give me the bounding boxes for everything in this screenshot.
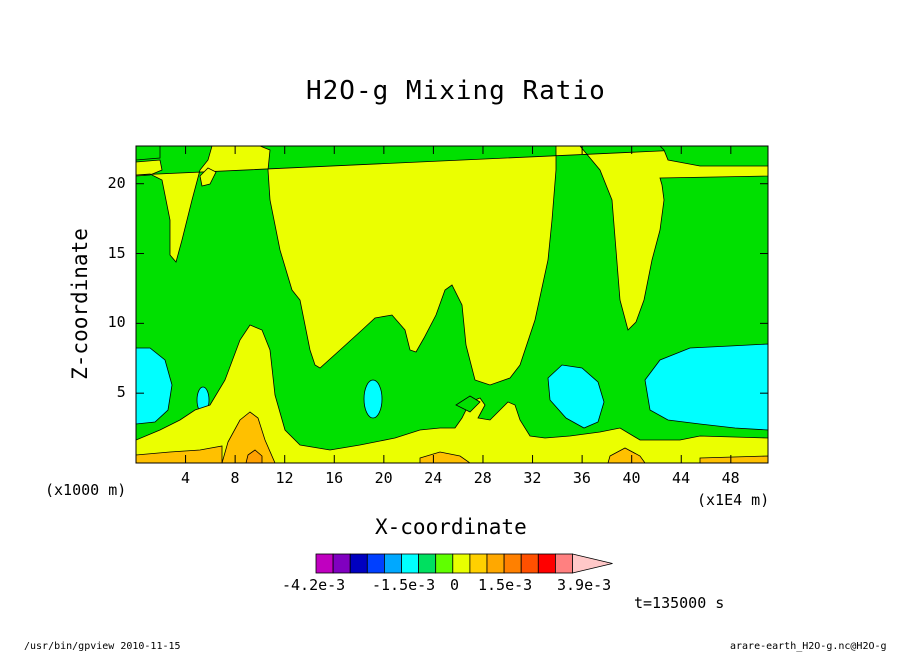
x-unit-label-2: (x1E4 m)	[697, 491, 770, 509]
colorbar-swatch	[520, 553, 539, 574]
colorbar-swatch	[315, 553, 334, 574]
x-tick-label: 28	[473, 469, 492, 487]
colorbar-swatch	[486, 553, 505, 574]
y-tick-label: 5	[116, 383, 126, 402]
field-green-topright	[659, 146, 768, 167]
time-label: t=135000 s	[634, 594, 725, 612]
colorbar-label: 1.5e-3	[478, 576, 533, 594]
contour-field	[136, 146, 768, 463]
field-darkorange	[245, 449, 263, 463]
x-unit-label: (x1000 m)	[45, 481, 127, 499]
colorbar-swatch	[469, 553, 488, 574]
x-tick-label: 48	[721, 469, 740, 487]
field-cyan-left	[136, 347, 173, 425]
colorbar-swatch	[366, 553, 385, 574]
x-tick-label: 16	[325, 469, 344, 487]
colorbar-swatch	[503, 553, 522, 574]
field-yellow-topleft	[136, 159, 163, 177]
colorbar-label: 3.9e-3	[557, 576, 612, 594]
y-axis-label: Z-coordinate	[68, 228, 92, 380]
x-tick-label: 4	[180, 469, 190, 487]
x-tick-label: 40	[622, 469, 641, 487]
field-green-inset	[455, 395, 481, 413]
x-tick-label: 12	[275, 469, 294, 487]
colorbar-label: -4.2e-3	[282, 576, 346, 594]
colorbar	[315, 553, 613, 574]
field-cyan-mid	[363, 379, 383, 419]
field-orange-bottom2	[419, 451, 471, 463]
x-tick-label: 44	[672, 469, 691, 487]
field-cyan-right2	[644, 343, 768, 431]
plot-frame	[135, 145, 769, 464]
colorbar-arrow	[572, 553, 613, 574]
y-tick-label: 10	[107, 313, 126, 332]
colorbar-label: -1.5e-3	[372, 576, 436, 594]
chart-title: H2O-g Mixing Ratio	[306, 76, 606, 106]
colorbar-swatch	[555, 553, 573, 574]
field-yellow-left	[136, 146, 768, 386]
colorbar-swatch	[349, 553, 368, 574]
x-tick-label: 8	[230, 469, 240, 487]
x-ticks	[185, 146, 732, 463]
field-yellow-notch	[199, 167, 217, 187]
x-tick-label: 20	[374, 469, 393, 487]
colorbar-label: 0	[450, 576, 460, 594]
x-tick-label: 36	[572, 469, 591, 487]
field-orange-bottom	[136, 445, 223, 463]
colorbar-swatch	[435, 553, 454, 574]
x-tick-label: 32	[523, 469, 542, 487]
field-green-topleft	[136, 146, 161, 161]
field-orange-center	[221, 411, 276, 463]
colorbar-swatch	[332, 553, 351, 574]
colorbar-swatch	[418, 553, 437, 574]
y-tick-label: 20	[107, 173, 126, 192]
colorbar-swatch	[383, 553, 402, 574]
colorbar-swatch	[452, 553, 471, 574]
y-tick-label: 15	[107, 243, 126, 262]
footer-right: arare-earth_H2O-g.nc@H2O-g	[730, 641, 887, 652]
x-axis-label: X-coordinate	[375, 515, 527, 539]
field-orange-bottom3	[607, 447, 646, 463]
x-tick-label: 24	[424, 469, 443, 487]
field-orange-bottom4	[699, 455, 768, 463]
field-cyan-right1	[547, 364, 605, 429]
colorbar-swatch	[537, 553, 556, 574]
footer-left: /usr/bin/gpview 2010-11-15	[24, 641, 181, 652]
colorbar-swatch	[401, 553, 420, 574]
y-ticks	[136, 183, 768, 394]
